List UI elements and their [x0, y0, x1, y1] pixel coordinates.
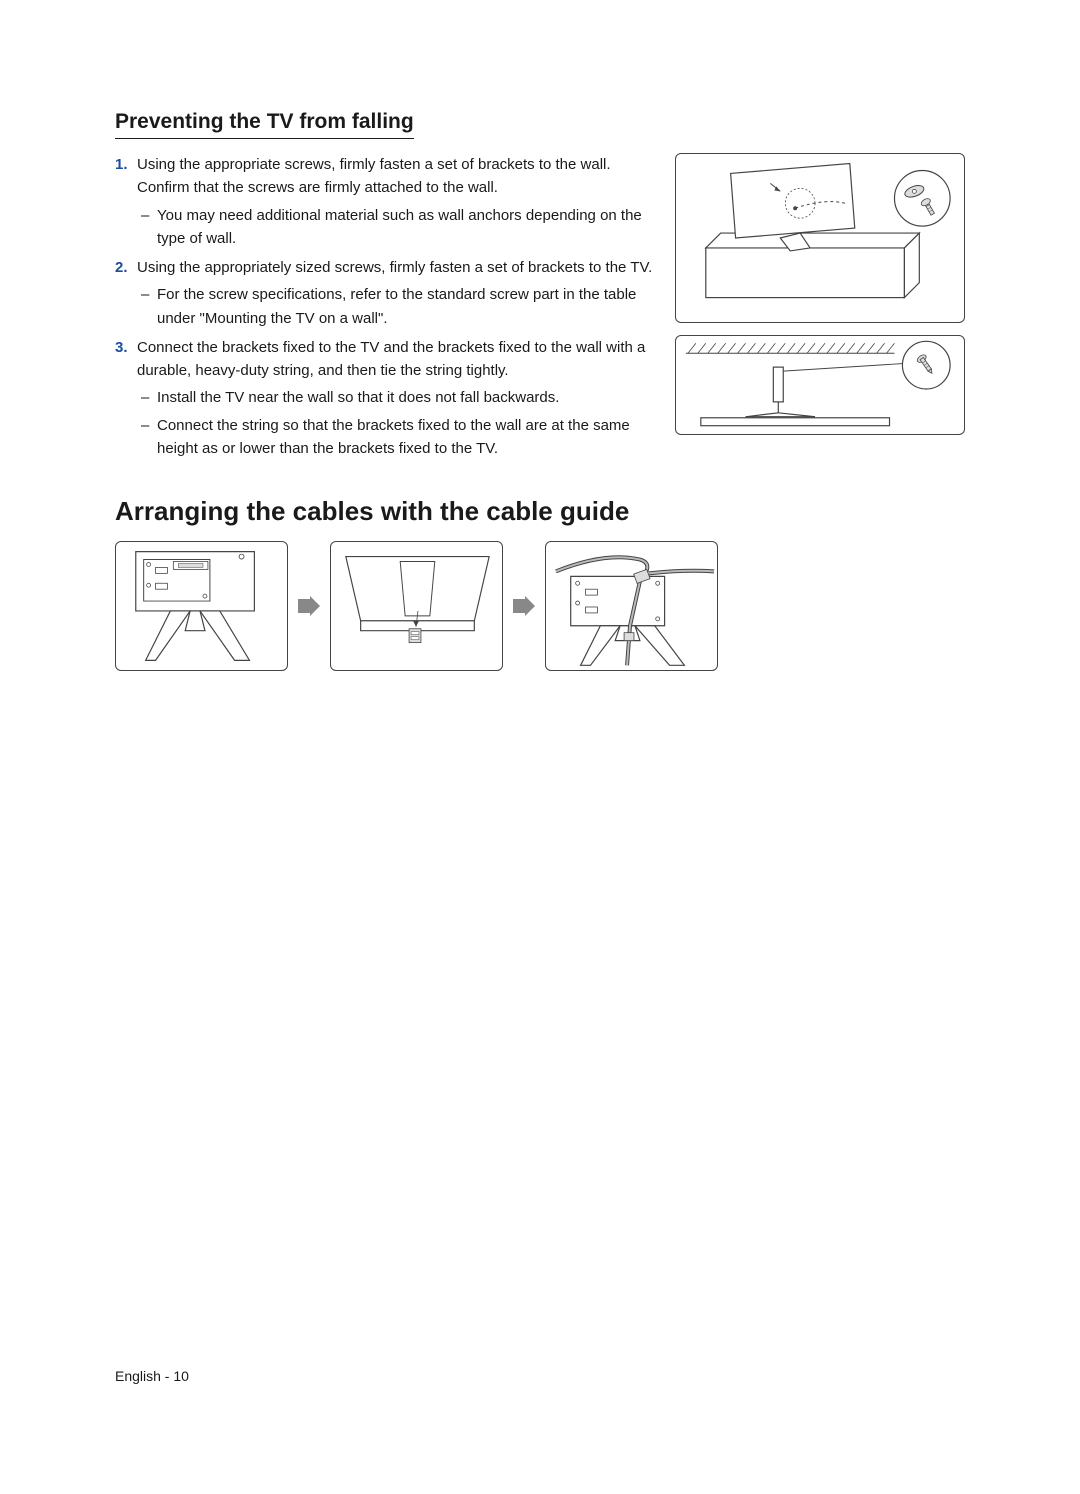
- step-1-sub: You may need additional material such as…: [137, 204, 655, 251]
- step-2-text: Using the appropriately sized screws, fi…: [137, 259, 652, 276]
- step-2-sub: For the screw specifications, refer to t…: [137, 283, 655, 330]
- content-row: Using the appropriate screws, firmly fas…: [115, 153, 965, 466]
- step-1-text: Using the appropriate screws, firmly fas…: [137, 156, 611, 196]
- figure-column: [675, 153, 965, 466]
- steps-list: Using the appropriate screws, firmly fas…: [115, 153, 655, 460]
- section-title: Preventing the TV from falling: [115, 110, 414, 139]
- step-3-text: Connect the brackets fixed to the TV and…: [137, 339, 645, 379]
- instruction-text: Using the appropriate screws, firmly fas…: [115, 153, 655, 466]
- arrow-2: [513, 596, 535, 616]
- cable-fig-3: [545, 541, 718, 671]
- cable-fig-2: [330, 541, 503, 671]
- figure-side-view: [675, 335, 965, 435]
- step-3: Connect the brackets fixed to the TV and…: [115, 336, 655, 460]
- step-2-sub-0: For the screw specifications, refer to t…: [137, 283, 655, 330]
- step-1-sub-0: You may need additional material such as…: [137, 204, 655, 251]
- step-2: Using the appropriately sized screws, fi…: [115, 256, 655, 330]
- figure-tv-tether: [675, 153, 965, 323]
- page-footer: English - 10: [115, 1368, 189, 1384]
- cable-fig-1-svg: [116, 541, 287, 671]
- step-3-sub-0: Install the TV near the wall so that it …: [137, 386, 655, 409]
- side-view-svg: [676, 335, 964, 435]
- cable-fig-1: [115, 541, 288, 671]
- arrow-1: [298, 596, 320, 616]
- step-3-sub-1: Connect the string so that the brackets …: [137, 414, 655, 461]
- tv-tether-svg: [676, 153, 964, 323]
- step-3-sub: Install the TV near the wall so that it …: [137, 386, 655, 460]
- cable-fig-2-svg: [331, 541, 502, 671]
- cable-guide-figures: [115, 541, 965, 671]
- cable-guide-heading: Arranging the cables with the cable guid…: [115, 496, 965, 527]
- cable-fig-3-svg: [546, 541, 717, 671]
- step-1: Using the appropriate screws, firmly fas…: [115, 153, 655, 250]
